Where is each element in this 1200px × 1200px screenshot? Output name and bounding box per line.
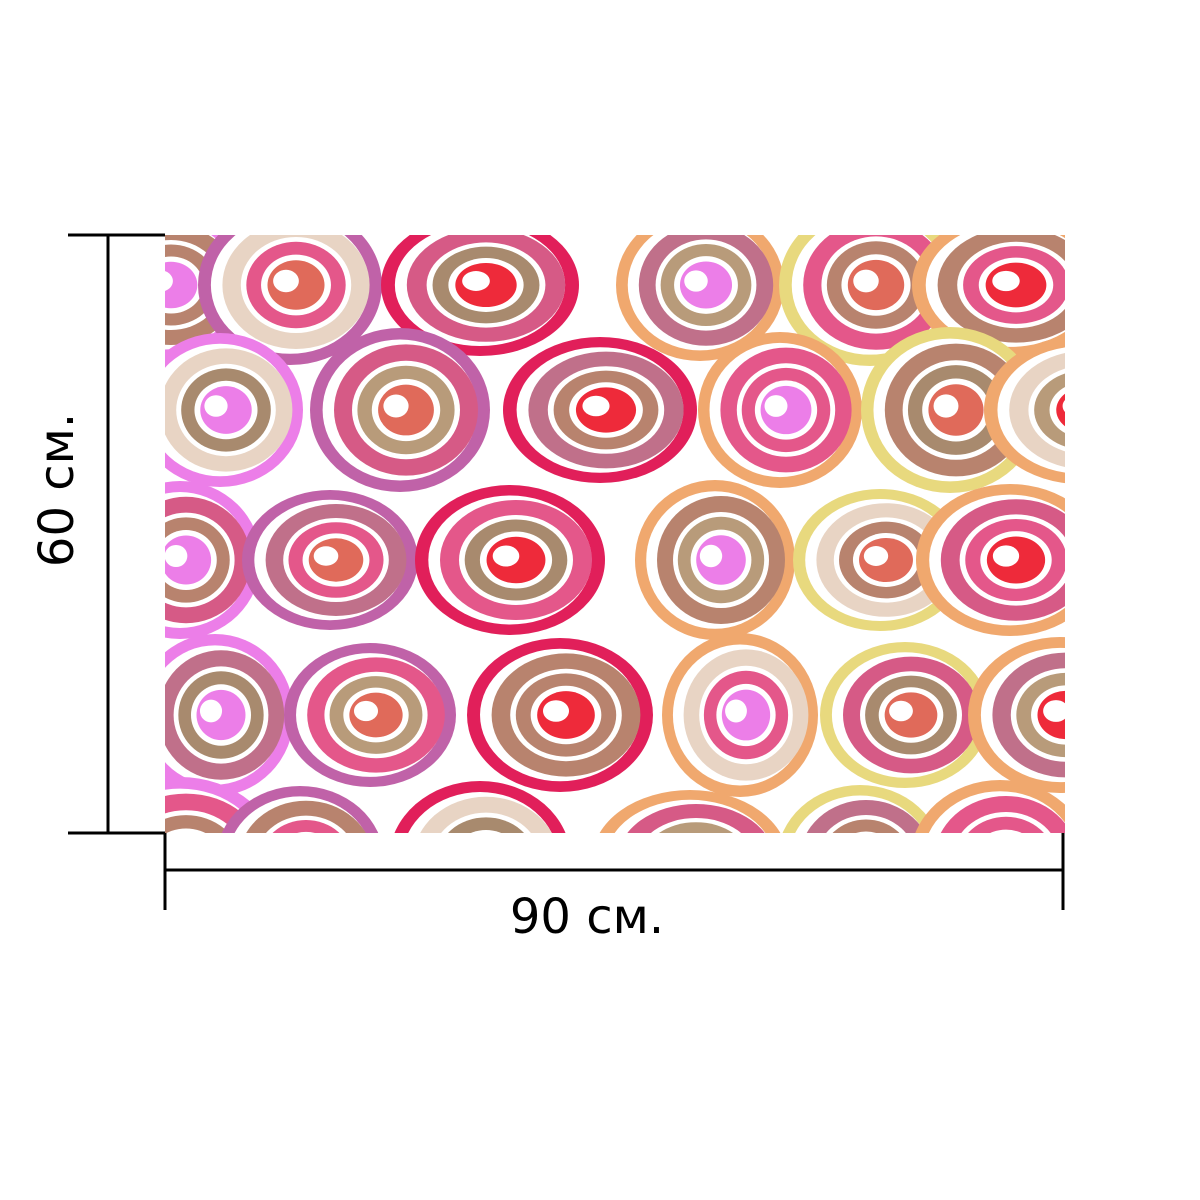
pattern-ring <box>273 269 299 293</box>
pattern-ring <box>1062 400 1065 412</box>
pattern-ring <box>280 837 332 883</box>
fabric-pattern <box>165 235 1065 886</box>
pattern-ring <box>699 544 723 568</box>
pattern-ring <box>204 395 228 417</box>
pattern-ring <box>353 700 379 722</box>
pattern-ring <box>658 822 734 833</box>
pattern-ring <box>968 816 1044 833</box>
width-label: 90 см. <box>510 889 664 945</box>
pattern-ring <box>165 261 198 309</box>
pattern-ring <box>582 395 610 417</box>
pattern-ring <box>272 820 340 833</box>
height-label: 60 см. <box>29 413 85 567</box>
pattern-ring <box>166 828 206 833</box>
pattern-ring <box>855 831 877 833</box>
pattern-ring <box>832 819 900 833</box>
pattern-ring <box>297 831 315 833</box>
pattern-ring <box>165 815 229 833</box>
pattern-ring <box>659 833 733 886</box>
pattern-ring <box>492 545 520 567</box>
pattern-ring <box>863 546 889 566</box>
pattern-ring <box>463 845 488 867</box>
pattern-ring <box>684 270 708 292</box>
pattern-ring <box>933 394 959 418</box>
pattern-ring <box>1043 700 1065 722</box>
pattern-ring <box>764 395 788 417</box>
pattern-ring <box>542 700 570 722</box>
pattern-ring <box>844 846 867 867</box>
pattern-ring <box>840 837 891 884</box>
pattern-ring <box>666 838 727 881</box>
pattern-ring <box>725 699 747 723</box>
pattern-ring <box>383 394 409 418</box>
pattern-ring <box>983 845 1008 867</box>
pattern-ring <box>853 269 879 293</box>
pattern-ring <box>462 271 490 291</box>
pattern-ring <box>165 271 173 291</box>
pattern-ring <box>978 835 1034 885</box>
pattern-ring <box>447 817 525 833</box>
pattern-ring <box>470 829 502 833</box>
pattern-ring <box>990 829 1022 833</box>
pattern-ring <box>458 836 514 885</box>
pattern-ring <box>889 700 913 722</box>
pattern-ring <box>672 846 699 866</box>
pattern-ring <box>992 545 1020 567</box>
pattern-ring <box>284 846 308 867</box>
pattern-ring <box>1056 393 1065 427</box>
pattern-ring <box>992 270 1020 292</box>
pattern-ring <box>165 544 188 568</box>
pattern-ring <box>313 546 339 566</box>
pattern-ring <box>199 699 223 723</box>
